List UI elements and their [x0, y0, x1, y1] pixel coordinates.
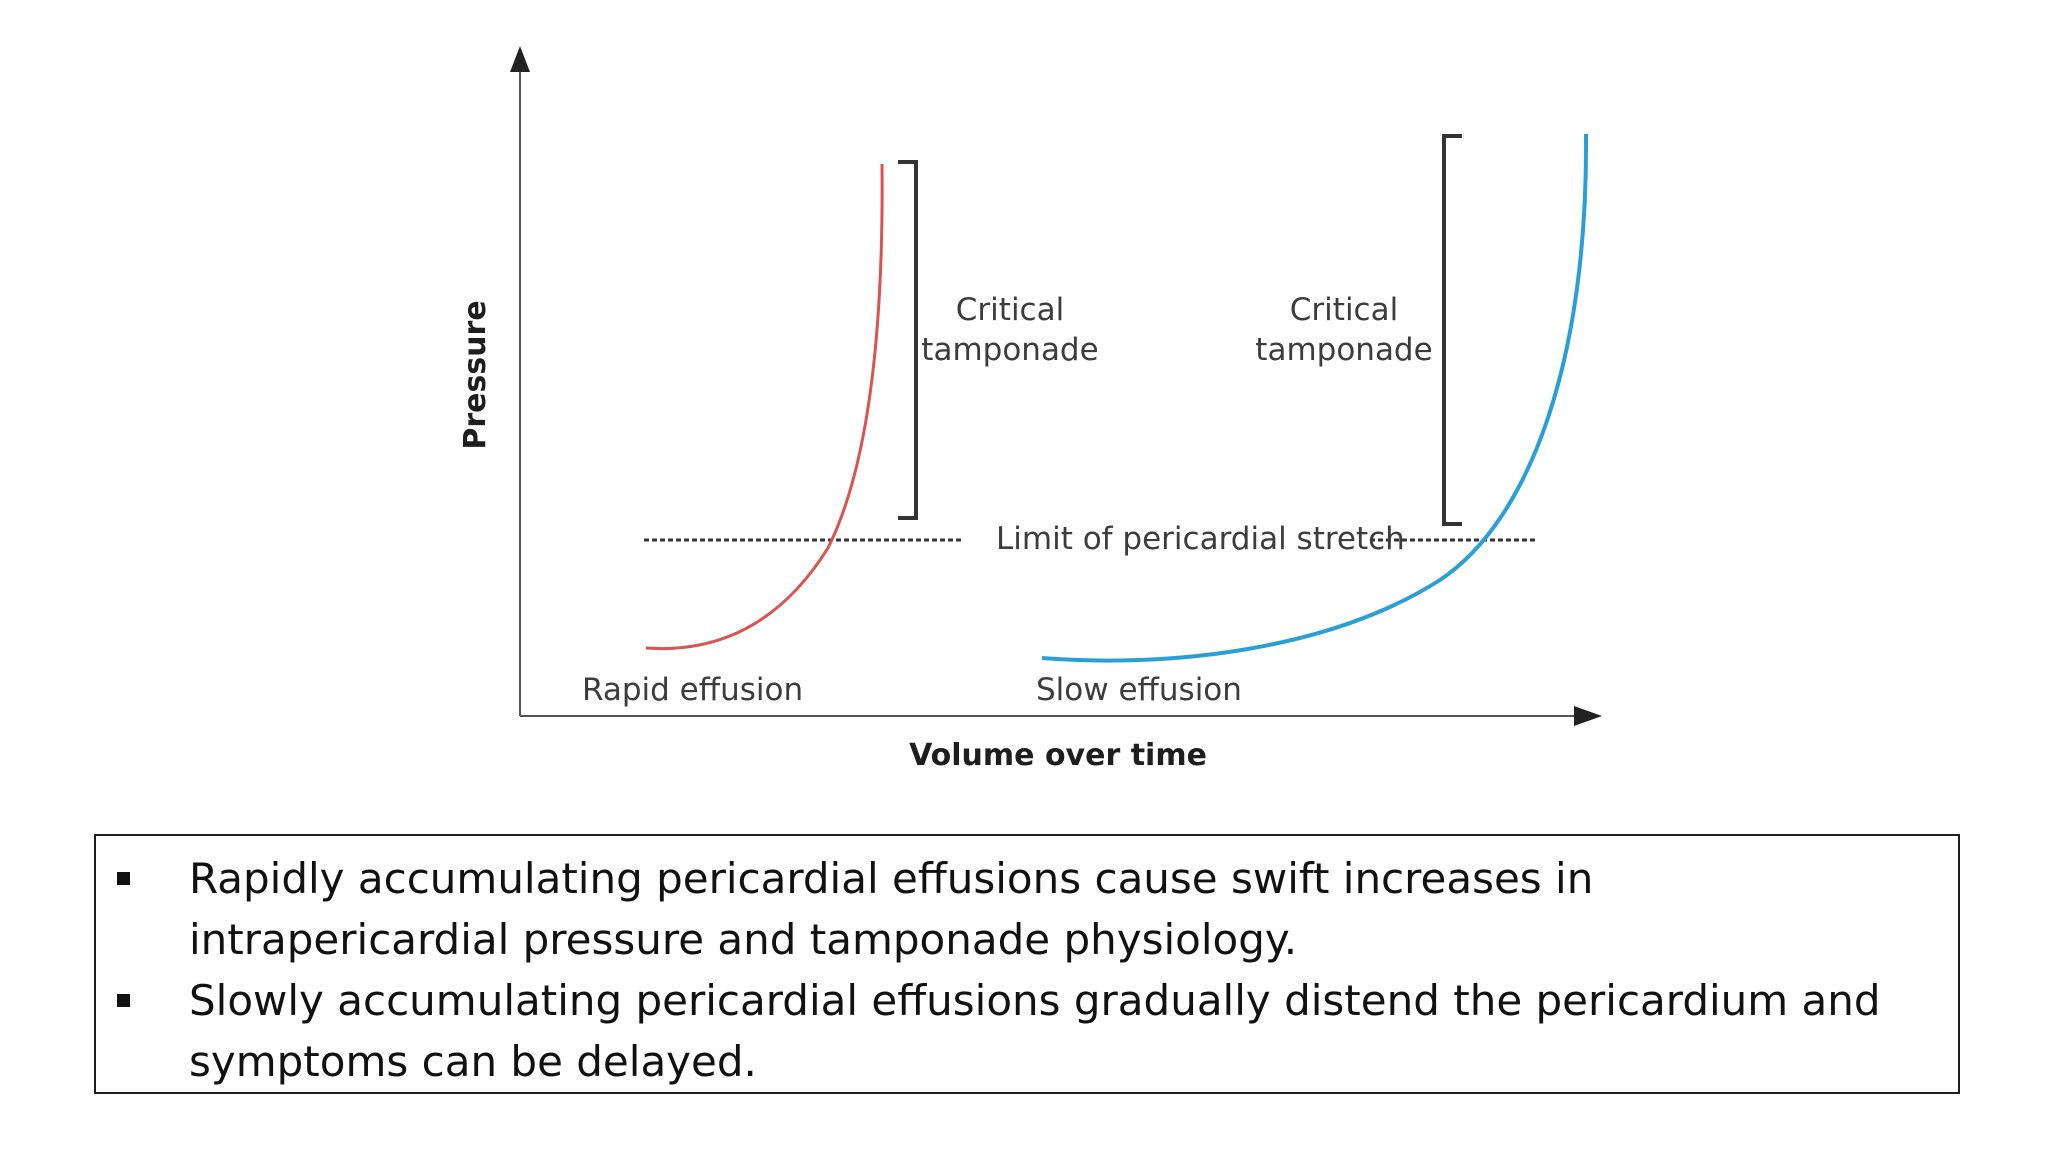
note-item: Rapidly accumulating pericardial effusio… — [96, 848, 1918, 970]
note-text: Rapidly accumulating pericardial effusio… — [189, 854, 1594, 964]
x-axis-arrow — [1574, 706, 1602, 726]
note-item: Slowly accumulating pericardial effusion… — [96, 970, 1918, 1092]
pressure-volume-diagram: Critical tamponade Critical tamponade Li… — [458, 46, 1602, 773]
slow-tamponade-label-line2: tamponade — [1255, 332, 1432, 368]
notes-list: Rapidly accumulating pericardial effusio… — [96, 848, 1918, 1092]
rapid-effusion-label: Rapid effusion — [582, 672, 803, 708]
square-bullet-icon — [117, 872, 130, 885]
y-axis-arrow — [510, 46, 530, 72]
rapid-tamponade-label-line2: tamponade — [921, 332, 1098, 368]
slow-tamponade-label-line1: Critical — [1290, 292, 1398, 328]
square-bullet-icon — [117, 994, 130, 1007]
rapid-tamponade-label-line1: Critical — [956, 292, 1064, 328]
limit-label: Limit of pericardial stretch — [996, 521, 1405, 557]
x-axis-label: Volume over time — [909, 738, 1207, 773]
slow-effusion-label: Slow effusion — [1036, 672, 1242, 708]
rapid-effusion-curve — [645, 163, 884, 651]
y-axis-label: Pressure — [458, 300, 493, 449]
slow-effusion-curve — [1041, 133, 1589, 663]
slow-tamponade-bracket — [1442, 134, 1462, 526]
notes-box: Rapidly accumulating pericardial effusio… — [94, 834, 1960, 1094]
rapid-tamponade-bracket — [898, 160, 918, 520]
note-text: Slowly accumulating pericardial effusion… — [189, 976, 1881, 1086]
